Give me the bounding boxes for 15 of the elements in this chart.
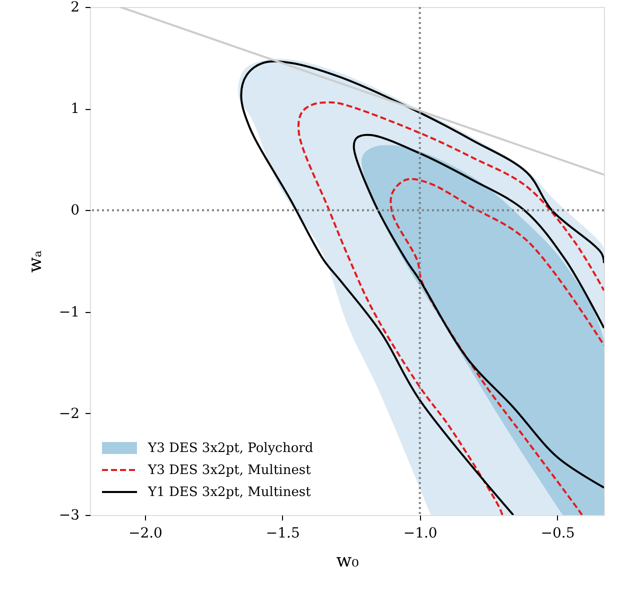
y-tick-label: 2 — [70, 0, 80, 16]
y-tick-label: −3 — [58, 508, 80, 524]
legend-label: Y3 DES 3x2pt, Polychord — [147, 441, 314, 456]
y-tick-label: 0 — [70, 202, 80, 219]
x-axis-title: w₀ — [336, 550, 359, 572]
y-tick-label: 1 — [70, 101, 80, 118]
x-tick-label: −2.0 — [128, 526, 162, 542]
x-tick-label: −0.5 — [540, 526, 575, 542]
y-tick-label: −1 — [58, 304, 80, 320]
x-tick-label: −1.5 — [266, 526, 300, 542]
legend-label: Y3 DES 3x2pt, Multinest — [147, 463, 312, 478]
y-axis-title: wₐ — [24, 250, 46, 273]
x-tick-label: −1.0 — [403, 526, 438, 542]
legend-label: Y1 DES 3x2pt, Multinest — [147, 485, 312, 500]
y-tick-label: −2 — [58, 406, 80, 422]
